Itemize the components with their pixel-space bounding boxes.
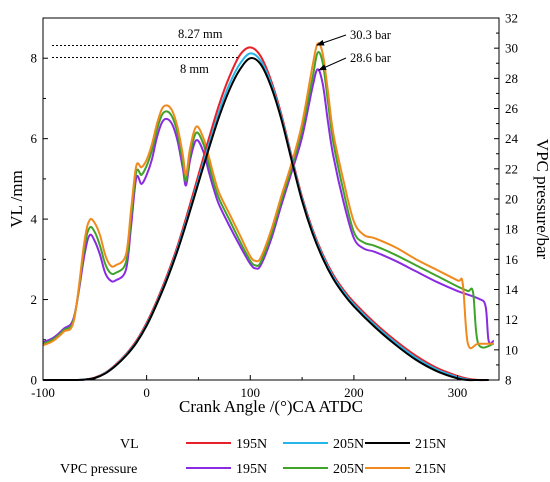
legend-entries: 195N 205N 215N 195N 205N 215N: [186, 437, 446, 477]
axes: -100 0 100 200 30002468810121416182022242628…: [7, 11, 550, 417]
y2-tick-label: 16: [505, 252, 519, 267]
y2-axis-title: VPC pressure/bar: [533, 139, 550, 260]
vl-min-label: 8 mm: [180, 62, 209, 76]
y2-tick-label: 32: [505, 11, 518, 26]
x-tick-label: 200: [344, 385, 364, 400]
legend-label-vl-215n: 215N: [415, 437, 446, 452]
series-line-vl-215n: [42, 57, 489, 382]
x-tick-label: -100: [31, 385, 55, 400]
y-tick-label: 4: [31, 212, 38, 227]
y2-tick-label: 22: [505, 161, 518, 176]
y2-tick-label: 30: [505, 41, 518, 56]
legend-label-vl-205n: 205N: [333, 437, 364, 452]
y2-tick-label: 14: [505, 282, 519, 297]
x-tick-label: 100: [241, 385, 261, 400]
legend: VL VPC pressure 195N 205N 215N 195N 205N 215N: [60, 437, 446, 477]
x-axis-title: Crank Angle /(°)CA ATDC: [179, 397, 363, 416]
y2-tick-label: 28: [505, 71, 518, 86]
annotations: 8.27 mm 8 mm 30.3 bar 28.6 bar: [52, 27, 392, 76]
y2-tick-label: 12: [505, 312, 518, 327]
y2-tick-label: 10: [505, 342, 518, 357]
y-tick-label: 0: [31, 373, 38, 388]
legend-label-vl-195n: 195N: [236, 437, 267, 452]
y2-tick-label: 24: [505, 131, 519, 146]
plot-frame: [42, 17, 500, 381]
p-min-label: 28.6 bar: [350, 51, 392, 65]
y-tick-label: 2: [31, 292, 38, 307]
y-axis-title: VL /mm: [7, 170, 26, 227]
p-max-label: 30.3 bar: [350, 28, 392, 42]
x-tick-label: 0: [143, 385, 150, 400]
y2-tick-label: 18: [505, 222, 518, 237]
p-min-arrow: [318, 57, 347, 71]
legend-vpc-label: VPC pressure: [60, 462, 137, 477]
y2-tick-label: 20: [505, 192, 518, 207]
series-line-vl-195n: [42, 46, 489, 382]
y-tick-label: 8: [31, 51, 38, 66]
x-tick-label: 300: [448, 385, 468, 400]
y2-tick-label: 26: [505, 101, 519, 116]
series-line-vl-205n: [42, 52, 489, 382]
legend-label-vpc-215n: 215N: [415, 462, 446, 477]
y2-tick-label: 8: [505, 373, 512, 388]
series-line-vpc-215n: [42, 42, 494, 350]
series-line-vpc-195n: [42, 68, 495, 345]
p-max-arrow: [316, 34, 347, 46]
legend-vl-label: VL: [120, 437, 139, 452]
series-layer: [42, 42, 495, 382]
legend-label-vpc-205n: 205N: [333, 462, 364, 477]
vl-max-label: 8.27 mm: [178, 27, 223, 41]
y-tick-label: 6: [31, 131, 38, 146]
legend-label-vpc-195n: 195N: [236, 462, 267, 477]
series-line-vpc-205n: [42, 51, 495, 349]
